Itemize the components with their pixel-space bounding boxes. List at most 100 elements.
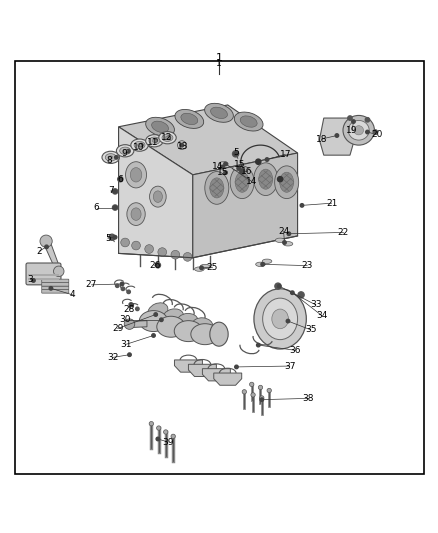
- Circle shape: [127, 149, 130, 153]
- Ellipse shape: [123, 149, 127, 152]
- Text: 1: 1: [216, 59, 222, 68]
- Polygon shape: [202, 369, 230, 381]
- Text: 17: 17: [279, 150, 291, 159]
- Circle shape: [152, 334, 155, 337]
- Circle shape: [298, 292, 304, 298]
- Circle shape: [128, 353, 131, 357]
- Circle shape: [290, 291, 294, 294]
- Circle shape: [109, 234, 115, 240]
- Circle shape: [115, 156, 118, 159]
- Text: 35: 35: [305, 325, 316, 334]
- Ellipse shape: [126, 161, 147, 188]
- Circle shape: [200, 266, 203, 270]
- Text: 10: 10: [132, 143, 144, 152]
- Circle shape: [258, 385, 263, 390]
- Circle shape: [260, 395, 264, 400]
- Text: 32: 32: [108, 353, 119, 362]
- Circle shape: [373, 130, 378, 134]
- Polygon shape: [42, 240, 61, 272]
- Ellipse shape: [262, 259, 272, 263]
- Ellipse shape: [139, 311, 168, 332]
- Ellipse shape: [234, 112, 263, 131]
- Text: 29: 29: [112, 324, 124, 333]
- Circle shape: [221, 165, 224, 169]
- Circle shape: [154, 139, 157, 142]
- Text: 12: 12: [161, 133, 172, 142]
- Circle shape: [32, 279, 35, 282]
- Ellipse shape: [105, 154, 116, 161]
- Circle shape: [53, 266, 64, 277]
- Circle shape: [278, 176, 283, 182]
- Ellipse shape: [191, 324, 219, 345]
- Circle shape: [352, 120, 355, 123]
- Ellipse shape: [211, 107, 227, 118]
- Circle shape: [224, 171, 227, 174]
- Text: 1: 1: [215, 53, 223, 63]
- Text: 23: 23: [301, 261, 313, 270]
- Ellipse shape: [163, 309, 184, 325]
- FancyBboxPatch shape: [42, 289, 69, 293]
- Ellipse shape: [102, 151, 120, 164]
- Text: 24: 24: [278, 227, 289, 236]
- Text: 34: 34: [316, 311, 327, 320]
- Circle shape: [366, 130, 369, 134]
- Polygon shape: [119, 127, 193, 258]
- Ellipse shape: [149, 137, 160, 144]
- Circle shape: [278, 285, 281, 288]
- Text: 3: 3: [28, 275, 33, 284]
- Circle shape: [49, 287, 53, 290]
- Text: 26: 26: [149, 261, 160, 270]
- Ellipse shape: [175, 109, 204, 128]
- Circle shape: [224, 162, 227, 166]
- Circle shape: [156, 263, 159, 267]
- Circle shape: [130, 303, 134, 306]
- Ellipse shape: [192, 318, 213, 333]
- Circle shape: [335, 134, 339, 138]
- Ellipse shape: [254, 163, 278, 196]
- Ellipse shape: [200, 264, 210, 269]
- Ellipse shape: [152, 121, 169, 133]
- Ellipse shape: [348, 120, 369, 140]
- Circle shape: [261, 263, 265, 266]
- Ellipse shape: [263, 298, 297, 340]
- Circle shape: [163, 430, 168, 434]
- Text: 30: 30: [120, 315, 131, 324]
- Ellipse shape: [181, 113, 198, 125]
- FancyBboxPatch shape: [42, 286, 69, 289]
- Circle shape: [156, 437, 159, 441]
- Circle shape: [132, 241, 141, 250]
- FancyBboxPatch shape: [26, 263, 61, 285]
- Circle shape: [257, 343, 260, 347]
- Polygon shape: [319, 118, 354, 155]
- Ellipse shape: [109, 156, 113, 159]
- Text: 39: 39: [162, 438, 173, 447]
- Circle shape: [183, 253, 192, 261]
- Polygon shape: [174, 360, 202, 372]
- Ellipse shape: [165, 136, 170, 139]
- Ellipse shape: [256, 262, 265, 266]
- Text: 5: 5: [105, 233, 110, 243]
- Text: 7: 7: [108, 187, 113, 196]
- Circle shape: [260, 398, 264, 401]
- Text: 16: 16: [241, 167, 252, 176]
- Ellipse shape: [343, 116, 374, 145]
- Circle shape: [140, 143, 143, 147]
- Ellipse shape: [275, 166, 299, 199]
- Text: 11: 11: [147, 138, 159, 147]
- Text: 22: 22: [338, 228, 349, 237]
- Text: 9: 9: [121, 149, 127, 158]
- Text: 37: 37: [284, 361, 296, 370]
- Bar: [28, 274, 59, 276]
- Circle shape: [234, 152, 237, 156]
- Circle shape: [242, 390, 247, 394]
- Circle shape: [365, 118, 370, 122]
- Text: 38: 38: [303, 394, 314, 403]
- Circle shape: [177, 141, 186, 149]
- Circle shape: [121, 287, 125, 290]
- Circle shape: [240, 169, 244, 173]
- Text: 21: 21: [326, 199, 337, 208]
- Circle shape: [283, 241, 286, 244]
- Circle shape: [237, 166, 240, 170]
- Circle shape: [167, 136, 170, 140]
- Circle shape: [265, 158, 269, 161]
